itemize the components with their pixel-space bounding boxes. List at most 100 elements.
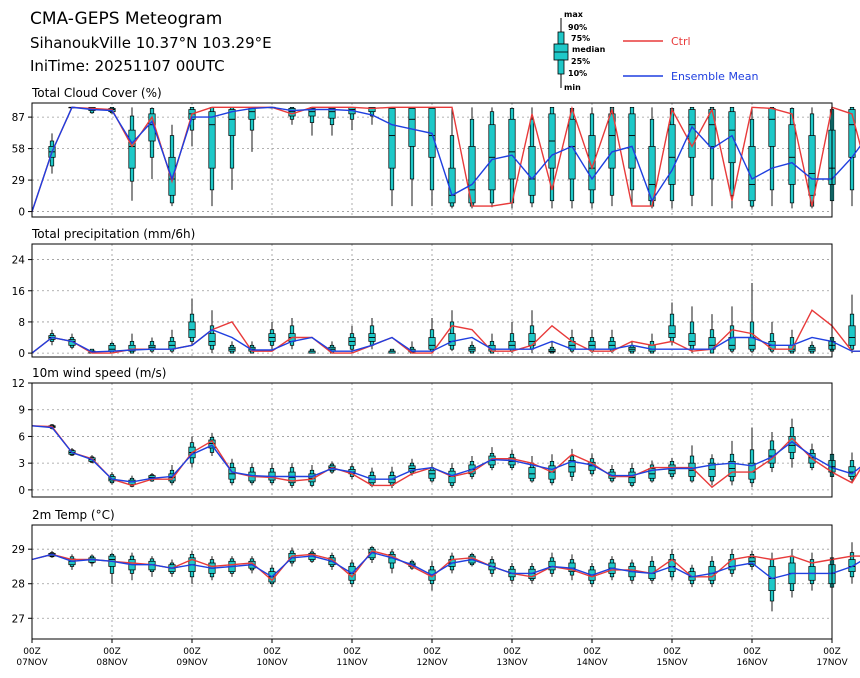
box-mark bbox=[748, 107, 756, 209]
x-tick-day-label: 07NOV bbox=[16, 658, 48, 668]
x-tick-hour-label: 00Z bbox=[23, 647, 41, 657]
box-mark bbox=[748, 282, 756, 354]
box-mark bbox=[848, 452, 856, 483]
panel-2: 0 3 6 9 12 bbox=[12, 378, 860, 498]
box-mark bbox=[688, 106, 696, 207]
legend: max 90% 75% median 25% 10% min Ctrl Ensemble M… bbox=[553, 10, 758, 92]
x-tick-hour-label: 00Z bbox=[743, 647, 761, 657]
x-tick-day-label: 13NOV bbox=[496, 658, 528, 668]
x-tick-day-label: 15NOV bbox=[656, 658, 688, 668]
y-tick-label: 9 bbox=[18, 405, 25, 417]
legend-ctrl-label: Ctrl bbox=[671, 35, 691, 48]
panel-title-temp: 2m Temp (°C) bbox=[32, 508, 115, 522]
box-mark bbox=[768, 106, 776, 207]
ctrl-series-line bbox=[31, 425, 860, 489]
y-tick-label: 8 bbox=[18, 317, 25, 329]
y-tick-label: 0 bbox=[18, 207, 25, 219]
box-mark bbox=[428, 463, 436, 483]
box-mark bbox=[388, 348, 396, 354]
ctrl-series-line bbox=[31, 550, 860, 582]
box-mark bbox=[468, 341, 476, 354]
panel-0: 0 29 58 87 bbox=[12, 102, 860, 219]
box-mark bbox=[568, 448, 576, 481]
box-mark bbox=[248, 106, 256, 152]
x-tick-day-label: 10NOV bbox=[256, 658, 288, 668]
box-mark bbox=[848, 294, 856, 354]
y-tick-label: 3 bbox=[18, 458, 25, 470]
x-tick-day-label: 11NOV bbox=[336, 658, 368, 668]
box-mark bbox=[488, 107, 496, 208]
box-mark bbox=[148, 337, 156, 354]
box-mark bbox=[848, 542, 856, 584]
legend-box-label: max bbox=[564, 10, 584, 19]
box-mark bbox=[188, 550, 196, 584]
box-mark bbox=[708, 556, 716, 588]
y-tick-label: 27 bbox=[12, 613, 25, 625]
box-mark bbox=[788, 107, 796, 209]
box-mark bbox=[568, 107, 576, 209]
box-mark bbox=[768, 431, 776, 473]
legend-box-glyph bbox=[553, 18, 569, 88]
box-mark bbox=[428, 318, 436, 354]
box-mark bbox=[168, 124, 176, 207]
box-mark bbox=[348, 325, 356, 354]
box-mark bbox=[548, 106, 556, 209]
panel-title-cloud: Total Cloud Cover (%) bbox=[31, 86, 162, 100]
box-mark bbox=[388, 549, 396, 574]
box-mark bbox=[228, 106, 236, 190]
legend-box-label: median bbox=[572, 45, 606, 54]
panel-frame bbox=[31, 382, 833, 498]
box-mark bbox=[668, 302, 676, 346]
ensemble-mean-series-line bbox=[31, 551, 860, 580]
box-mark bbox=[428, 106, 436, 207]
x-tick-hour-label: 00Z bbox=[343, 647, 361, 657]
panel-title-wind: 10m wind speed (m/s) bbox=[32, 366, 166, 380]
location-label: SihanoukVille 10.37°N 103.29°E bbox=[30, 34, 272, 52]
box-mark bbox=[708, 454, 716, 486]
legend-box-label: min bbox=[564, 83, 581, 92]
box-mark bbox=[528, 107, 536, 208]
y-tick-label: 58 bbox=[12, 144, 25, 156]
box-mark bbox=[728, 549, 736, 577]
box-mark bbox=[648, 556, 656, 584]
y-tick-label: 28 bbox=[12, 579, 25, 591]
x-tick-day-label: 09NOV bbox=[176, 658, 208, 668]
box-mark bbox=[388, 106, 396, 207]
legend-box-label: 90% bbox=[568, 23, 587, 32]
ensemble-mean-series-line bbox=[31, 106, 860, 212]
box-mark bbox=[128, 107, 136, 201]
box-mark bbox=[228, 341, 236, 354]
x-tick-hour-label: 00Z bbox=[583, 647, 601, 657]
box-mark bbox=[148, 556, 156, 577]
box-mark bbox=[628, 341, 636, 354]
x-tick-day-label: 12NOV bbox=[416, 658, 448, 668]
y-tick-label: 24 bbox=[12, 255, 26, 267]
box-mark bbox=[328, 106, 336, 136]
x-tick-hour-label: 00Z bbox=[823, 647, 841, 657]
box-mark bbox=[208, 106, 216, 207]
box-mark bbox=[208, 310, 216, 354]
x-tick-hour-label: 00Z bbox=[663, 647, 681, 657]
legend-box-label: 25% bbox=[571, 57, 590, 66]
x-tick-hour-label: 00Z bbox=[263, 647, 281, 657]
box-mark bbox=[548, 552, 556, 577]
box-mark bbox=[268, 463, 276, 486]
box-mark bbox=[188, 298, 196, 346]
box-mark bbox=[68, 333, 76, 350]
box-mark bbox=[408, 106, 416, 207]
box-mark bbox=[668, 549, 676, 581]
y-tick-label: 29 bbox=[12, 544, 25, 556]
x-tick-hour-label: 00Z bbox=[103, 647, 121, 657]
ctrl-series-line bbox=[31, 105, 860, 212]
box-mark bbox=[288, 318, 296, 350]
box-mark bbox=[748, 427, 756, 488]
y-tick-label: 6 bbox=[18, 431, 25, 443]
box-mark bbox=[88, 554, 96, 567]
box-mark bbox=[408, 458, 416, 476]
x-tick-day-label: 14NOV bbox=[576, 658, 608, 668]
y-tick-label: 0 bbox=[18, 348, 25, 360]
y-tick-label: 16 bbox=[12, 286, 26, 298]
box-mark bbox=[528, 456, 536, 483]
box-mark bbox=[448, 310, 456, 352]
box-mark bbox=[248, 463, 256, 486]
